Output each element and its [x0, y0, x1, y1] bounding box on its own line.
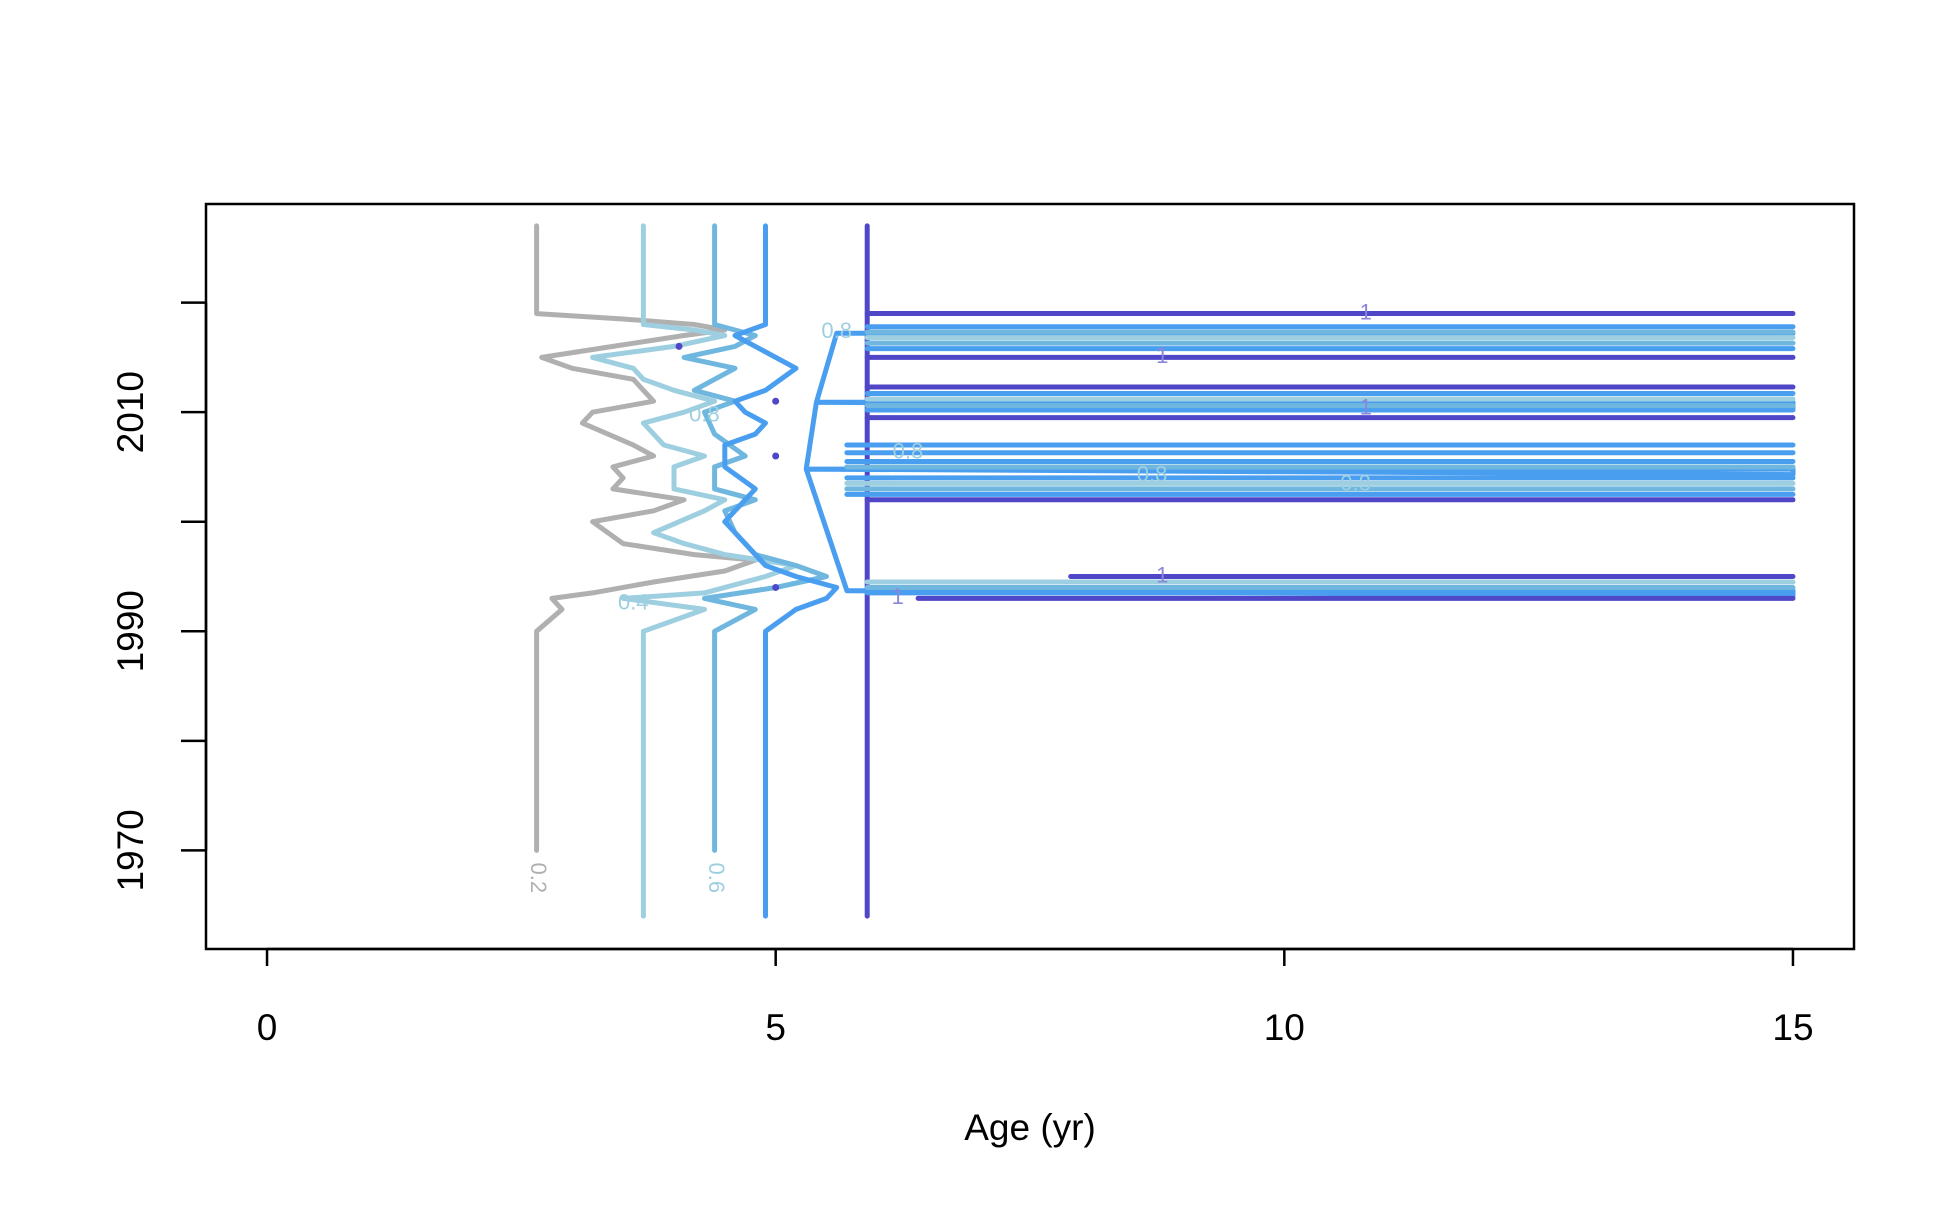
contour-label: 1	[1156, 562, 1168, 587]
contour-label: 0.8	[821, 318, 852, 343]
contour-line-0-6	[681, 223, 829, 853]
contour-point	[675, 342, 683, 350]
contour-label: 1	[1360, 395, 1372, 420]
contour-labels: 0.2 0.6 0.4 0.8 0.8 0.8 0.8 0.8 1 1 1 1 1	[526, 299, 1372, 893]
y-tick-label: 2010	[110, 371, 151, 453]
x-tick-label: 15	[1772, 1007, 1813, 1048]
contour-line-0-8	[722, 223, 840, 919]
contour-label: 0.8	[893, 439, 924, 464]
x-tick-label: 10	[1264, 1007, 1305, 1048]
contour-line-0-2	[534, 223, 758, 853]
contour-label: 1	[1360, 299, 1372, 324]
contour-label: 1	[1156, 343, 1168, 368]
y-tick-label: 1990	[110, 590, 151, 672]
contour-bands	[844, 311, 1796, 601]
contour-point	[772, 452, 780, 460]
contour-label: 0.8	[1340, 470, 1371, 495]
contour-label: 0.6	[704, 862, 729, 893]
contour-label: 0.8	[1137, 462, 1168, 487]
contour-point	[772, 583, 780, 591]
contour-label: 0.8	[689, 401, 720, 426]
x-tick-label: 0	[257, 1007, 278, 1048]
x-tick-label: 5	[765, 1007, 786, 1048]
contour-label: 0.2	[526, 862, 551, 893]
contour-points	[675, 342, 780, 591]
y-axis: 1970 1990 2010	[110, 301, 208, 892]
x-axis-label: Age (yr)	[964, 1107, 1096, 1148]
x-axis: 0 5 10 15	[257, 947, 1814, 1048]
contour-line-0-4	[590, 223, 799, 919]
contour-point	[772, 397, 780, 405]
contour-label: 0.4	[618, 590, 649, 615]
contour-label: 1	[892, 584, 904, 609]
y-tick-label: 1970	[110, 809, 151, 891]
